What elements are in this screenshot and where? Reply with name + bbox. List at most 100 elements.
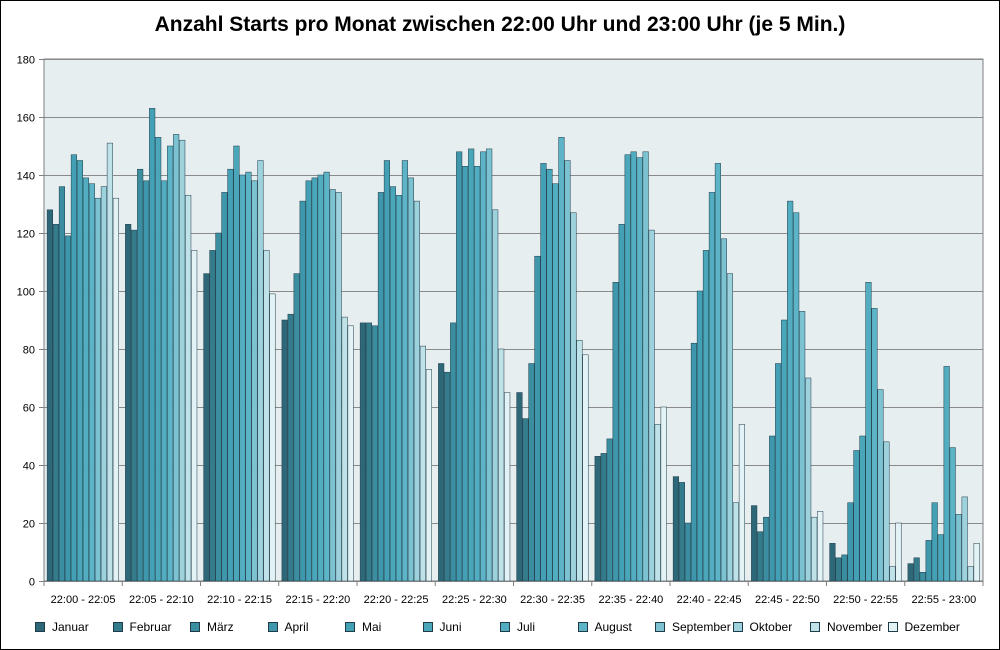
x-tick-label: 22:10 - 22:15 [207,594,272,606]
y-tick-label: 160 [17,113,35,125]
bar [895,522,902,582]
bar [612,282,619,582]
x-tick-label: 22:45 - 22:50 [755,594,820,606]
bar [52,224,59,582]
y-tick-label: 80 [23,345,35,357]
legend-label: April [284,620,309,634]
bar [973,543,980,582]
bar [817,511,824,582]
bar [696,290,703,582]
bar [630,151,637,582]
bar [413,200,420,582]
bar [787,200,794,582]
bar [793,212,800,582]
bar [877,389,884,582]
bar [112,197,119,582]
bar [88,183,95,582]
bar [690,342,697,582]
bar [534,255,541,582]
legend-label: Oktober [749,620,793,634]
bar [865,282,872,582]
bar [82,177,89,582]
legend-item: März [190,617,234,637]
bar [64,235,71,582]
bar [600,453,607,582]
bar [660,406,667,582]
bar [654,424,661,582]
bar [317,174,324,582]
bar [281,319,288,582]
y-tick-label: 0 [29,577,35,589]
legend-label: September [672,620,731,634]
y-tick-label: 20 [23,519,35,531]
bar [456,151,463,582]
legend-swatch [267,622,278,632]
legend: Januar Februar März April Mai Juni Juli August S… [0,617,1000,639]
bar [450,322,457,582]
legend-swatch [810,622,820,632]
bar [811,516,818,582]
bar [618,224,625,582]
bar [961,496,968,582]
bar [576,340,583,582]
bar [359,322,366,582]
bar [943,366,950,582]
bar [227,168,234,582]
legend-label: Juli [517,620,536,634]
bar [919,572,926,582]
bar [636,157,643,582]
legend-item: Juli [500,617,535,637]
bar [395,195,402,582]
bar [672,476,679,582]
bar [203,273,210,582]
bar [594,456,601,582]
bar [58,186,65,582]
bar [474,166,481,582]
bar [173,134,180,582]
bar [913,557,920,582]
bar [763,516,770,582]
bar [835,557,842,582]
y-tick-label: 100 [17,287,35,299]
x-tick-label: 22:40 - 22:45 [677,594,742,606]
bar [642,151,649,582]
bar [263,250,270,582]
bar [245,171,252,582]
legend-item: August [577,617,632,637]
bar [486,148,493,582]
legend-label: Mai [362,620,382,634]
x-tick-label: 22:20 - 22:25 [364,594,429,606]
legend-swatch [112,622,123,632]
bar [179,139,186,582]
x-tick-label: 22:30 - 22:35 [520,594,585,606]
y-tick-label: 120 [17,229,35,241]
bar [233,145,240,582]
bar [438,363,445,582]
legend-item: November [810,617,882,637]
bar [131,229,138,582]
bar [606,438,613,582]
bar [377,192,384,582]
bar [221,192,228,582]
bar [708,192,715,582]
bar [215,232,222,582]
bar [624,154,631,582]
bar [907,563,914,582]
legend-swatch [655,622,665,632]
legend-label: August [594,620,632,634]
legend-item: Juni [422,617,462,637]
bar [492,209,499,582]
bar [805,377,812,582]
bar [468,148,475,582]
bar [799,311,806,582]
bar [751,505,758,582]
legend-item: Dezember [887,617,960,637]
bar [125,224,132,582]
bar [570,212,577,582]
bar [143,180,150,582]
bar [70,154,77,582]
y-tick-label: 180 [17,55,35,67]
legend-label: Juni [439,620,462,634]
bar [859,435,866,582]
bar [931,502,938,582]
